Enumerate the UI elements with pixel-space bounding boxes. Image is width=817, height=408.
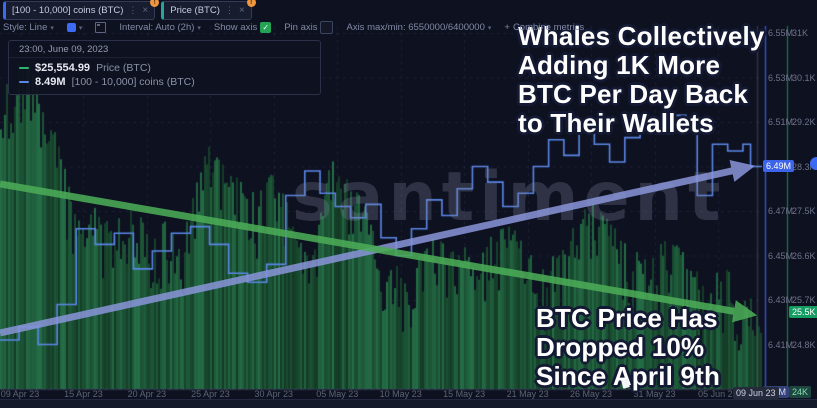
combine-metrics-label: Combine metrics xyxy=(512,22,585,33)
pin-axis-label: Pin axis xyxy=(284,22,318,33)
tab-coins-metric[interactable]: [100 - 10,000] coins (BTC) ⋮ × ! xyxy=(3,0,160,20)
annotation-line: Adding 1K More xyxy=(518,50,721,80)
tooltip-datetime: 23:00, June 09, 2023 xyxy=(9,41,320,58)
annotation-price-drop: BTC Price Has Dropped 10% Since April 9t… xyxy=(536,304,720,391)
price-axis-min-badge: 24K xyxy=(789,386,812,398)
tooltip-coins-value: 8.49M xyxy=(35,76,66,88)
plus-icon: + xyxy=(504,22,510,33)
series-dash-icon xyxy=(19,67,29,69)
chart-settings-icon xyxy=(95,22,107,33)
tab-price-metric[interactable]: Price (BTC) ⋮ × ! xyxy=(161,0,256,20)
annotation-line: BTC Per Day Back xyxy=(518,79,749,109)
tab-coins-label: [100 - 10,000] coins (BTC) xyxy=(12,5,124,16)
annotation-line: Whales Collectively xyxy=(518,21,765,51)
series-dash-icon xyxy=(19,81,29,83)
price-current-value-badge: 25.5K xyxy=(789,306,817,318)
alert-badge: ! xyxy=(150,0,160,7)
chevron-down-icon: ▾ xyxy=(197,24,201,32)
combine-metrics-button[interactable]: + Combine metrics xyxy=(504,22,584,33)
color-swatch-dropdown[interactable]: ▾ xyxy=(66,23,83,32)
coins-current-value-badge: 6.49M xyxy=(763,160,795,172)
axis-maxmin-label: Axis max/min: 6550000/6400000 xyxy=(346,22,485,33)
annotation-whales: Whales Collectively Adding 1K More BTC P… xyxy=(518,22,765,138)
tooltip-price-name: Price (BTC) xyxy=(96,62,151,74)
kebab-menu-icon[interactable]: ⋮ xyxy=(128,5,138,15)
tooltip-row-coins: 8.49M [100 - 10,000] coins (BTC) xyxy=(19,75,310,89)
tab-price-label: Price (BTC) xyxy=(170,5,220,16)
interval-dropdown[interactable]: Interval: Auto (2h) ▾ xyxy=(119,22,201,33)
close-icon[interactable]: × xyxy=(238,5,245,16)
checkbox-unchecked-icon[interactable] xyxy=(320,21,334,34)
style-label: Style: Line xyxy=(3,22,48,33)
color-swatch xyxy=(66,23,76,32)
tooltip-coins-name: [100 - 10,000] coins (BTC) xyxy=(71,76,195,88)
annotation-line: to Their Wallets xyxy=(518,108,714,138)
chevron-down-icon: ▾ xyxy=(487,24,492,32)
chart-toolbar: Style: Line ▾ ▾ Interval: Auto (2h) ▾ Sh… xyxy=(3,21,584,34)
show-axis-toggle[interactable]: Show axis ✓ xyxy=(213,22,272,33)
metric-tabs: [100 - 10,000] coins (BTC) ⋮ × ! Price (… xyxy=(3,0,256,20)
current-value-dot xyxy=(810,157,817,170)
annotation-line: BTC Price Has xyxy=(536,303,718,333)
hover-tooltip: 23:00, June 09, 2023 $25,554.99 Price (B… xyxy=(8,40,321,95)
whales-uptrend-arrow xyxy=(0,159,756,337)
hovered-date-badge: 09 Jun 23 xyxy=(733,387,779,399)
chevron-down-icon: ▾ xyxy=(50,24,54,32)
timeline-strip[interactable] xyxy=(0,399,817,408)
price-downtrend-arrow xyxy=(0,180,758,323)
chart-settings-button[interactable] xyxy=(95,22,107,33)
tooltip-price-value: $25,554.99 xyxy=(35,62,91,74)
close-icon[interactable]: × xyxy=(142,5,149,16)
annotation-line: Dropped 10% xyxy=(536,332,705,362)
kebab-menu-icon[interactable]: ⋮ xyxy=(224,5,234,15)
interval-label: Interval: Auto (2h) xyxy=(119,22,195,33)
style-dropdown[interactable]: Style: Line ▾ xyxy=(3,22,54,33)
axis-maxmin-dropdown[interactable]: Axis max/min: 6550000/6400000 ▾ xyxy=(346,22,491,33)
chevron-down-icon: ▾ xyxy=(78,24,83,32)
alert-badge: ! xyxy=(246,0,256,7)
tooltip-row-price: $25,554.99 Price (BTC) xyxy=(19,61,310,75)
checkbox-checked-icon[interactable]: ✓ xyxy=(260,22,272,33)
show-axis-label: Show axis xyxy=(213,22,258,33)
pin-axis-toggle[interactable]: Pin axis xyxy=(284,21,334,34)
